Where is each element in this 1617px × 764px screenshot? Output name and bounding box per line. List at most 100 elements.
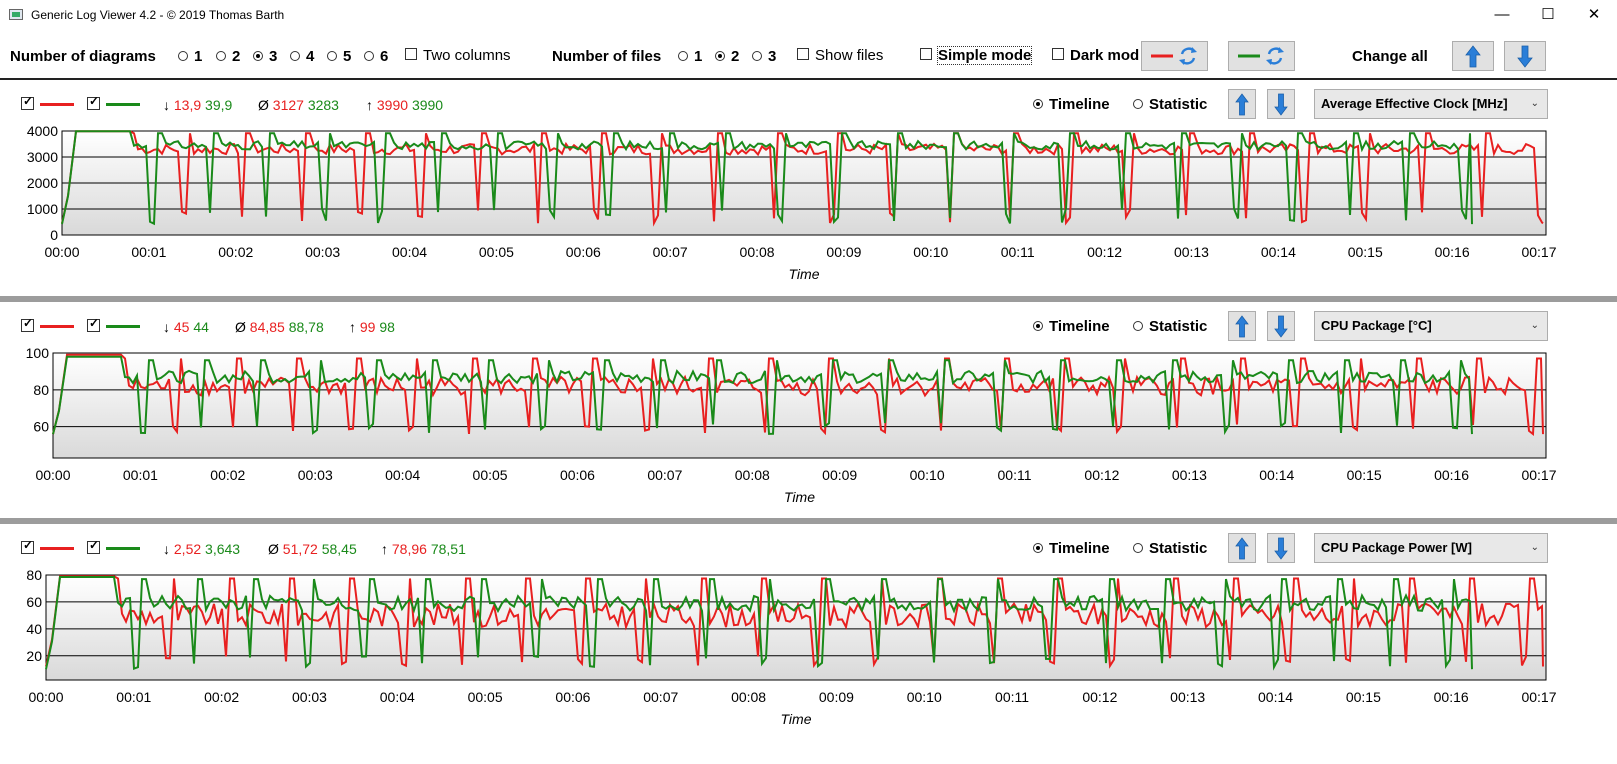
refresh-icon [1151,47,1197,65]
diagram-panel-1: ↓ 13,9 39,9 Ø 3127 3283 ↑ 3990 3990 Time… [0,82,1617,298]
x-tick-label: 00:03 [292,689,327,705]
sensor-select[interactable]: CPU Package [°C] ⌄ [1314,311,1548,341]
diagram-radio-6[interactable]: 6 [364,48,388,65]
file1-visible-checkbox[interactable] [21,94,34,110]
file2-series-line [52,355,1473,436]
y-tick-label: 60 [33,419,49,435]
statistic-radio[interactable]: Statistic [1133,540,1207,557]
diagram-radio-5[interactable]: 5 [327,48,351,65]
x-tick-label: 00:15 [1348,244,1383,260]
file1-series-line [61,130,1544,227]
min-arrow-icon: ↓ [163,541,174,557]
radio-dot [216,51,226,61]
x-tick-label: 00:14 [1258,689,1293,705]
close-button[interactable]: ✕ [1587,6,1601,23]
minimize-button[interactable]: — [1494,6,1510,23]
file2-series-line [61,130,1473,226]
app-icon [9,9,23,20]
max-red: 99 [359,319,376,335]
x-tick-label: 00:11 [995,689,1029,705]
x-tick-label: 00:01 [123,467,158,483]
x-tick-label: 00:03 [305,244,340,260]
file1-color-button[interactable] [1141,41,1208,71]
x-tick-label: 00:10 [913,244,948,260]
num-diagrams-label: Number of diagrams [10,48,156,65]
file1-visible-checkbox[interactable] [21,538,34,554]
move-up-button[interactable] [1228,533,1256,563]
move-down-button[interactable] [1267,89,1295,119]
file2-series-line [45,576,1473,671]
sensor-select[interactable]: Average Effective Clock [MHz] ⌄ [1314,89,1548,119]
move-down-button[interactable] [1267,311,1295,341]
maximize-button[interactable]: ☐ [1541,6,1555,23]
file2-color-button[interactable] [1228,41,1295,71]
x-tick-label: 00:06 [555,689,590,705]
move-down-all-button[interactable] [1504,41,1546,71]
files-radio-3[interactable]: 3 [752,48,776,65]
min-red: 45 [173,319,190,335]
chart: 100 80 60 00:00 00:01 00:02 00:03 00:04 00:05 00:… [26,345,1557,505]
two-columns-checkbox[interactable]: Two columns [405,47,511,64]
chart: 4000 3000 2000 1000 000:00 00:01 00:02 00:03 00:… [27,123,1557,282]
avg-green: 3283 [307,97,339,113]
min-red: 2,52 [173,541,202,557]
move-up-all-button[interactable] [1452,41,1494,71]
max-red: 3990 [376,97,409,113]
y-tick-label: 60 [26,594,42,610]
x-tick-label: 00:13 [1172,467,1207,483]
radio-dot [752,51,762,61]
min-red: 13,9 [173,97,202,113]
x-tick-label: 00:16 [1434,467,1469,483]
x-tick-label: 00:06 [560,467,595,483]
diagram-radio-4[interactable]: 4 [290,48,314,65]
file2-visible-checkbox[interactable] [87,316,100,332]
plot-area [45,574,1547,681]
refresh-icon [1238,47,1284,65]
x-tick-label: 00:17 [1521,467,1556,483]
x-tick-label: 00:05 [473,467,508,483]
statistic-radio[interactable]: Statistic [1133,96,1207,113]
timeline-radio[interactable]: Timeline [1033,318,1110,335]
move-up-button[interactable] [1228,89,1256,119]
diagram-radio-2[interactable]: 2 [216,48,240,65]
avg-values: Ø 51,72 58,45 [268,541,357,557]
move-up-button[interactable] [1228,311,1256,341]
x-tick-label: 00:13 [1174,244,1209,260]
timeline-radio[interactable]: Timeline [1033,540,1110,557]
file2-visible-checkbox[interactable] [87,538,100,554]
diagram-radio-1[interactable]: 1 [178,48,202,65]
file1-visible-checkbox[interactable] [21,316,34,332]
arrow-down-icon [1517,45,1533,68]
chevron-down-icon: ⌄ [1530,98,1539,109]
file2-line-swatch [106,325,140,328]
x-tick-label: 00:14 [1261,244,1296,260]
checkbox-box [920,48,932,60]
file2-visible-checkbox[interactable] [87,94,100,110]
x-tick-label: 00:02 [210,467,245,483]
max-values: ↑ 99 98 [349,319,395,335]
min-values: ↓ 2,52 3,643 [163,541,240,557]
panel-separator[interactable] [0,296,1617,302]
x-tick-label: 00:06 [566,244,601,260]
simple-mode-checkbox[interactable]: Simple mode [920,46,1033,65]
x-tick-label: 00:15 [1346,689,1381,705]
checkbox-box [405,48,417,60]
avg-icon: Ø [268,541,283,557]
show-files-checkbox[interactable]: Show files [797,47,883,64]
max-red: 78,96 [391,541,427,557]
sensor-select[interactable]: CPU Package Power [W] ⌄ [1314,533,1548,563]
diagram-radio-3[interactable]: 3 [253,48,277,65]
timeline-radio[interactable]: Timeline [1033,96,1110,113]
statistic-radio[interactable]: Statistic [1133,318,1207,335]
dark-mode-checkbox[interactable]: Dark mod [1052,47,1142,64]
x-tick-label: 00:12 [1087,244,1122,260]
files-radio-2[interactable]: 2 [715,48,739,65]
title-bar: Generic Log Viewer 4.2 - © 2019 Thomas B… [0,0,1617,30]
x-tick-label: 00:05 [479,244,514,260]
x-tick-label: 00:07 [653,244,688,260]
move-down-button[interactable] [1267,533,1295,563]
x-tick-label: 00:07 [643,689,678,705]
radio-dot [1133,99,1143,109]
files-radio-1[interactable]: 1 [678,48,702,65]
panel-separator[interactable] [0,518,1617,524]
